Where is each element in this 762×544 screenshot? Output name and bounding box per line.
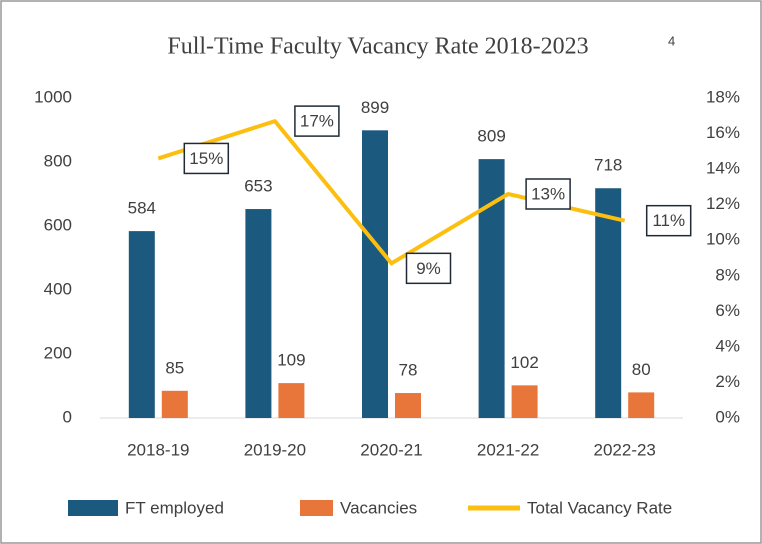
bar — [362, 130, 388, 418]
value-label-box — [183, 142, 230, 175]
y-tick-label: 800 — [44, 151, 72, 170]
line-value-label: 13% — [531, 184, 565, 203]
y2-tick-label: 12% — [706, 194, 740, 213]
bar-value-label: 85 — [165, 358, 184, 377]
bar — [128, 231, 155, 418]
legend-swatch — [68, 500, 118, 516]
y2-tick-label: 0% — [715, 407, 740, 426]
x-tick-label: 2020-21 — [360, 440, 422, 459]
y2-tick-label: 8% — [715, 265, 740, 284]
title-note: 4 — [668, 33, 675, 48]
legend-label: Vacancies — [340, 498, 417, 517]
line-value-label: 17% — [300, 112, 334, 131]
bar-value-label: 653 — [244, 177, 272, 196]
bar — [161, 390, 188, 418]
bar-value-label: 809 — [477, 127, 505, 146]
value-label-box — [405, 252, 452, 285]
chart-title: Full-Time Faculty Vacancy Rate 2018-2023 — [167, 34, 588, 60]
bar — [511, 385, 538, 418]
bar — [628, 392, 655, 418]
y-tick-label: 400 — [44, 279, 72, 298]
y2-tick-label: 18% — [706, 87, 740, 106]
legend-swatch — [300, 500, 333, 516]
y2-tick-label: 10% — [706, 230, 740, 249]
x-tick-label: 2021-22 — [477, 440, 539, 459]
bar-value-label: 80 — [632, 360, 651, 379]
y2-tick-label: 2% — [715, 372, 740, 391]
x-tick-label: 2019-20 — [244, 440, 306, 459]
line-value-label: 9% — [416, 259, 441, 278]
value-label-box — [294, 105, 340, 137]
y2-tick-label: 14% — [706, 159, 740, 178]
bar-value-label: 102 — [510, 353, 538, 372]
value-label-box — [645, 204, 692, 237]
bar-value-label: 718 — [594, 156, 622, 175]
y2-tick-label: 16% — [706, 123, 740, 142]
line-value-label: 15% — [189, 149, 223, 168]
bar — [245, 209, 272, 418]
bar — [278, 383, 305, 418]
bar-value-label: 584 — [128, 199, 156, 218]
y2-tick-label: 6% — [715, 301, 740, 320]
value-label-box — [525, 178, 571, 210]
legend-label: FT employed — [125, 498, 224, 517]
bar — [395, 393, 421, 418]
x-tick-label: 2022-23 — [594, 440, 656, 459]
bar-value-label: 78 — [399, 361, 418, 380]
y2-tick-label: 4% — [715, 336, 740, 355]
y-tick-label: 1000 — [34, 87, 72, 106]
line-value-label: 11% — [652, 211, 685, 230]
legend-label: Total Vacancy Rate — [527, 498, 672, 517]
y-tick-label: 600 — [44, 215, 72, 234]
y-tick-label: 0 — [63, 407, 72, 426]
bar-value-label: 899 — [361, 98, 389, 117]
y-tick-label: 200 — [44, 343, 72, 362]
x-tick-label: 2018-19 — [127, 440, 189, 459]
bar-value-label: 109 — [277, 351, 305, 370]
bar — [595, 188, 622, 418]
